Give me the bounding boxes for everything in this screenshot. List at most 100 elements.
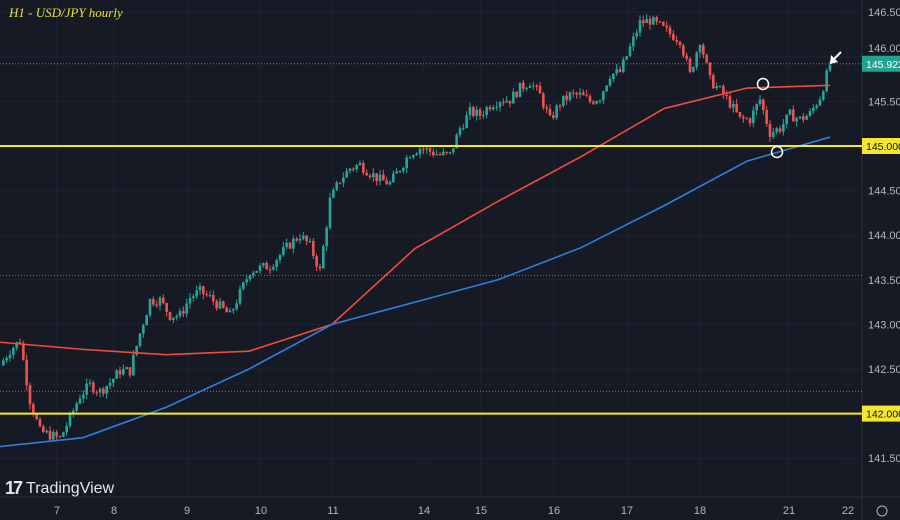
x-tick-label: 16	[548, 505, 560, 517]
candle-body	[132, 354, 135, 376]
candle-body	[512, 91, 515, 104]
x-tick-label: 9	[184, 505, 190, 517]
candle-body	[542, 93, 545, 108]
candle-body	[465, 115, 468, 128]
candle-body	[352, 168, 355, 170]
candle-body	[218, 301, 222, 309]
candle-body	[322, 246, 325, 269]
candle-body	[538, 85, 542, 94]
candle-body	[75, 403, 78, 411]
candle-body	[755, 104, 758, 111]
candle-body	[298, 238, 302, 241]
candle-body	[338, 182, 342, 184]
candle-body	[702, 45, 705, 55]
candle-body	[822, 91, 825, 100]
candle-body	[72, 410, 75, 414]
candle-body	[658, 21, 662, 23]
candle-body	[638, 20, 642, 33]
candle-body	[138, 333, 142, 346]
settings-icon[interactable]	[876, 505, 888, 517]
candle-body	[508, 100, 512, 104]
candle-body	[48, 430, 52, 440]
candle-body	[208, 294, 212, 296]
candle-body	[252, 272, 255, 276]
candle-body	[595, 101, 598, 104]
candle-body	[2, 360, 5, 366]
candle-body	[188, 298, 192, 304]
candle-body	[645, 18, 648, 24]
candle-body	[828, 64, 832, 71]
candle-body	[562, 95, 565, 106]
candle-body	[708, 62, 712, 75]
candle-body	[808, 111, 812, 116]
candle-body	[68, 413, 72, 426]
candle-body	[818, 99, 822, 106]
candle-body	[445, 151, 448, 153]
candle-body	[22, 343, 25, 360]
tradingview-logo[interactable]: 17 TradingView	[5, 478, 114, 499]
candle-body	[58, 436, 62, 438]
candle-body	[742, 116, 745, 119]
y-tick-label: 144.500	[868, 186, 900, 198]
candle-body	[458, 128, 462, 135]
level-price-label: 142.000	[866, 409, 900, 421]
candle-body	[182, 311, 185, 314]
candle-body	[608, 78, 612, 86]
candle-body	[558, 105, 562, 107]
candle-body	[232, 309, 235, 311]
candle-body	[172, 317, 175, 320]
candle-body	[165, 303, 168, 312]
candle-body	[248, 275, 252, 280]
candle-body	[328, 197, 332, 228]
candle-body	[652, 17, 655, 25]
candle-body	[475, 109, 478, 116]
candle-body	[795, 118, 798, 122]
candle-body	[802, 116, 805, 120]
candle-body	[492, 107, 495, 110]
candle-body	[275, 260, 278, 268]
candle-body	[358, 163, 362, 166]
candle-body	[472, 107, 475, 116]
candle-body	[392, 173, 395, 183]
candle-body	[25, 359, 28, 386]
candle-body	[375, 173, 378, 182]
candle-body	[635, 32, 638, 37]
candle-body	[412, 155, 415, 158]
candle-body	[62, 432, 65, 437]
candle-body	[788, 109, 792, 115]
candle-body	[505, 100, 508, 103]
y-tick-label: 146.500	[868, 7, 900, 19]
candle-body	[118, 370, 122, 375]
candle-body	[255, 270, 258, 273]
level-price-label-bg	[862, 138, 900, 154]
candle-body	[308, 240, 312, 242]
candle-body	[695, 52, 698, 68]
candle-body	[478, 109, 482, 116]
candle-body	[268, 269, 272, 271]
candle-body	[98, 388, 102, 393]
candle-body	[52, 432, 55, 440]
candle-body	[618, 69, 622, 72]
y-tick-label: 143.500	[868, 275, 900, 287]
candle-body	[425, 148, 428, 150]
logo-text: TradingView	[26, 479, 115, 497]
candle-body	[102, 388, 105, 394]
candle-body	[762, 99, 765, 110]
candle-body	[682, 45, 685, 56]
candle-body	[415, 153, 418, 156]
candle-body	[422, 148, 425, 150]
y-tick-label: 145.500	[868, 96, 900, 108]
candle-body	[418, 148, 422, 154]
candle-body	[705, 54, 708, 63]
candle-body	[45, 430, 48, 433]
candle-body	[215, 301, 218, 309]
candle-body	[242, 282, 245, 289]
current-price-label-bg	[862, 55, 900, 72]
candle-body	[178, 311, 182, 317]
candle-body	[65, 425, 68, 433]
candle-body	[772, 132, 775, 137]
candle-body	[515, 91, 518, 98]
candle-body	[805, 115, 808, 120]
candle-body	[388, 182, 392, 185]
